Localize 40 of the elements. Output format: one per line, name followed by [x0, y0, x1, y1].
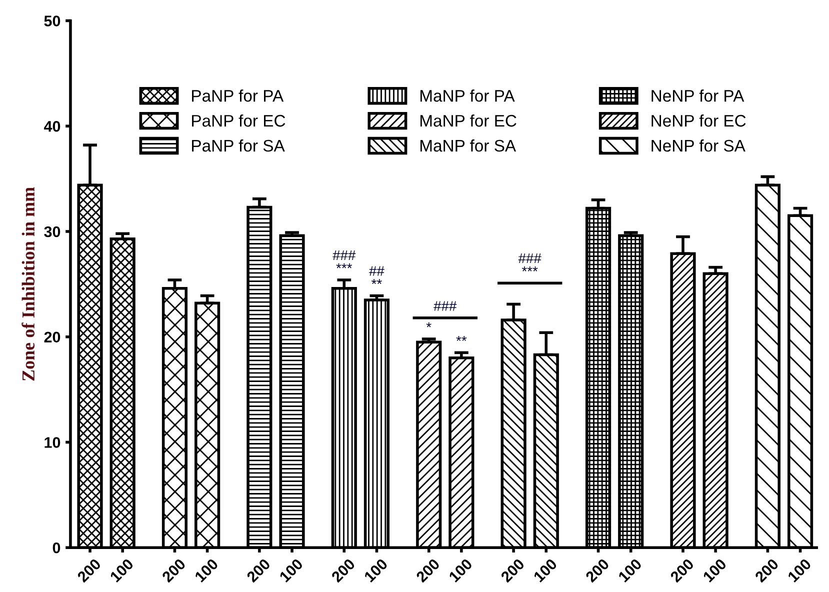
legend-label: NeNP for SA — [652, 139, 746, 152]
y-tick-label: 0 — [52, 542, 60, 554]
x-tick-label: 200 — [754, 558, 780, 583]
legend-label: MaNP for PA — [420, 90, 515, 102]
x-tick-label: 200 — [76, 558, 102, 583]
x-tick-label: 100 — [533, 558, 558, 583]
x-tick-label: 100 — [110, 558, 134, 583]
x-tick-label: 200 — [161, 558, 186, 583]
legend-label: NeNP for PA — [652, 90, 744, 102]
annotation: ### *** — [518, 254, 542, 272]
data-label: ### *** — [332, 250, 356, 268]
annotation: ### — [434, 301, 457, 311]
x-tick-label: 100 — [278, 558, 304, 583]
data-label: * — [426, 322, 432, 328]
x-tick-label: 200 — [246, 558, 271, 583]
data-label: ## ** — [369, 266, 384, 284]
y-tick-label: 50 — [44, 16, 60, 26]
x-tick-label: 100 — [364, 558, 388, 583]
data-label: ** — [456, 336, 467, 341]
y-tick-label: 30 — [44, 226, 60, 238]
x-tick-label: 100 — [618, 558, 642, 583]
y-tick-label: 10 — [44, 437, 60, 448]
legend-label: PaNP for EC — [192, 114, 286, 127]
legend-label: MaNP for EC — [420, 114, 516, 127]
x-tick-label: 200 — [670, 558, 694, 583]
x-tick-label: 200 — [500, 558, 526, 583]
y-tick-label: 40 — [44, 120, 60, 132]
legend-label: PaNP for PA — [192, 90, 284, 102]
x-tick-label: 100 — [194, 558, 219, 583]
legend-label: PaNP for SA — [192, 139, 285, 152]
x-tick-label: 200 — [415, 558, 440, 583]
x-tick-label: 100 — [787, 558, 812, 583]
legend-label: MaNP for SA — [420, 139, 516, 152]
y-axis-title: Zone of Inhibition in mm — [22, 187, 35, 381]
x-tick-label: 100 — [448, 558, 473, 583]
y-tick-label: 20 — [44, 332, 60, 343]
x-tick-label: 100 — [702, 558, 728, 583]
x-tick-label: 200 — [584, 558, 610, 583]
legend-label: NeNP for EC — [652, 114, 746, 127]
x-tick-label: 200 — [330, 558, 356, 583]
